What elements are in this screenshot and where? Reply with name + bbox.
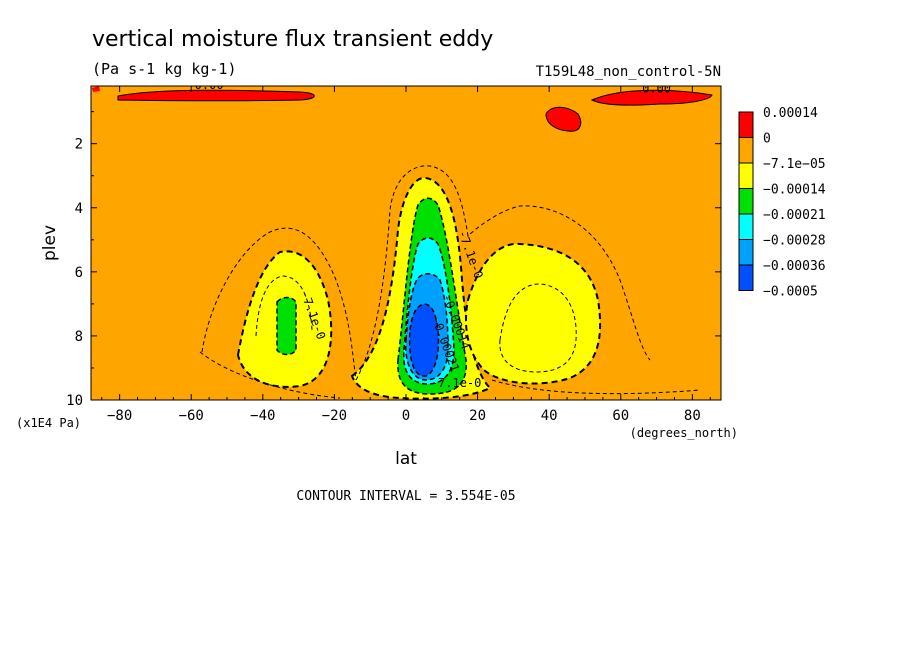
legend-swatch-6 [738,264,754,291]
positive-corner [92,86,100,92]
eq-darkblue-region [408,303,440,377]
legend-label-2: −7.1e−05 [763,157,826,172]
x-tick-label-5: 20 [469,408,486,424]
chart-subtitle: (Pa s-1 kg kg-1) [92,60,237,78]
legend-swatch-0 [738,111,754,138]
positive-cell-mid [545,106,582,132]
x-axis-label: lat [395,449,417,469]
legend-swatch-4 [738,213,754,240]
legend-label-7: −0.0005 [763,285,818,300]
contour-label-1: 0.00 [642,81,671,95]
positive-band-west [117,89,315,102]
legend-label-6: −0.00036 [763,259,826,274]
y-axis-units: (x1E4 Pa) [16,416,81,430]
legend-swatch-2 [738,162,754,189]
plot-area: 0.00 0.00-7.1e-0-7.1e-0-0.00014-0.00021-7… [91,78,721,400]
legend-label-5: −0.00028 [763,234,826,249]
x-tick-label-8: 80 [684,408,701,424]
color-legend: 0.00014 0 −7.1e−05 −0.00014 −0.00021 −0.00028… [738,106,826,300]
x-tick-label-4: 0 [402,408,410,424]
nh-inner-contour [499,283,577,373]
legend-label-0: 0.00014 [763,106,818,121]
legend-swatch-5 [738,239,754,266]
x-tick-label-3: −20 [322,408,347,424]
y-tick-label-4: 10 [66,393,83,409]
y-axis: 2 4 6 8 10 [66,111,721,409]
legend-swatch-3 [738,188,754,215]
contour-label-0: 0.00 [195,78,224,92]
y-tick-label-2: 6 [75,265,83,281]
nh-yellow-region [464,242,602,385]
contour-label-6: -7.1e-0 [431,376,482,390]
x-axis: −80 −60 −40 −20 0 20 40 60 80 [101,86,711,424]
legend-label-4: −0.00021 [763,208,826,223]
x-tick-label-7: 60 [612,408,629,424]
sh-outer-contour [199,227,357,399]
legend-label-3: −0.00014 [763,183,826,198]
nh-lower-contour [491,379,701,395]
x-tick-label-6: 40 [541,408,558,424]
y-tick-label-1: 4 [75,201,83,217]
contour-interval-label: CONTOUR INTERVAL = 3.554E-05 [296,489,515,504]
sh-green-region [276,296,297,356]
eq-nh-outer-contour [355,165,651,381]
y-axis-label: plev [40,225,60,261]
x-axis-units: (degrees_north) [630,426,738,440]
positive-band-east [590,89,713,106]
x-tick-label-1: −60 [179,408,204,424]
x-tick-label-0: −80 [107,408,132,424]
chart-title: vertical moisture flux transient eddy [92,27,493,52]
y-tick-label-3: 8 [75,329,83,345]
dataset-label: T159L48_non_control-5N [536,64,721,80]
legend-swatch-1 [738,137,754,164]
legend-label-1: 0 [763,132,771,147]
x-tick-label-2: −40 [250,408,275,424]
y-tick-label-0: 2 [75,137,83,153]
